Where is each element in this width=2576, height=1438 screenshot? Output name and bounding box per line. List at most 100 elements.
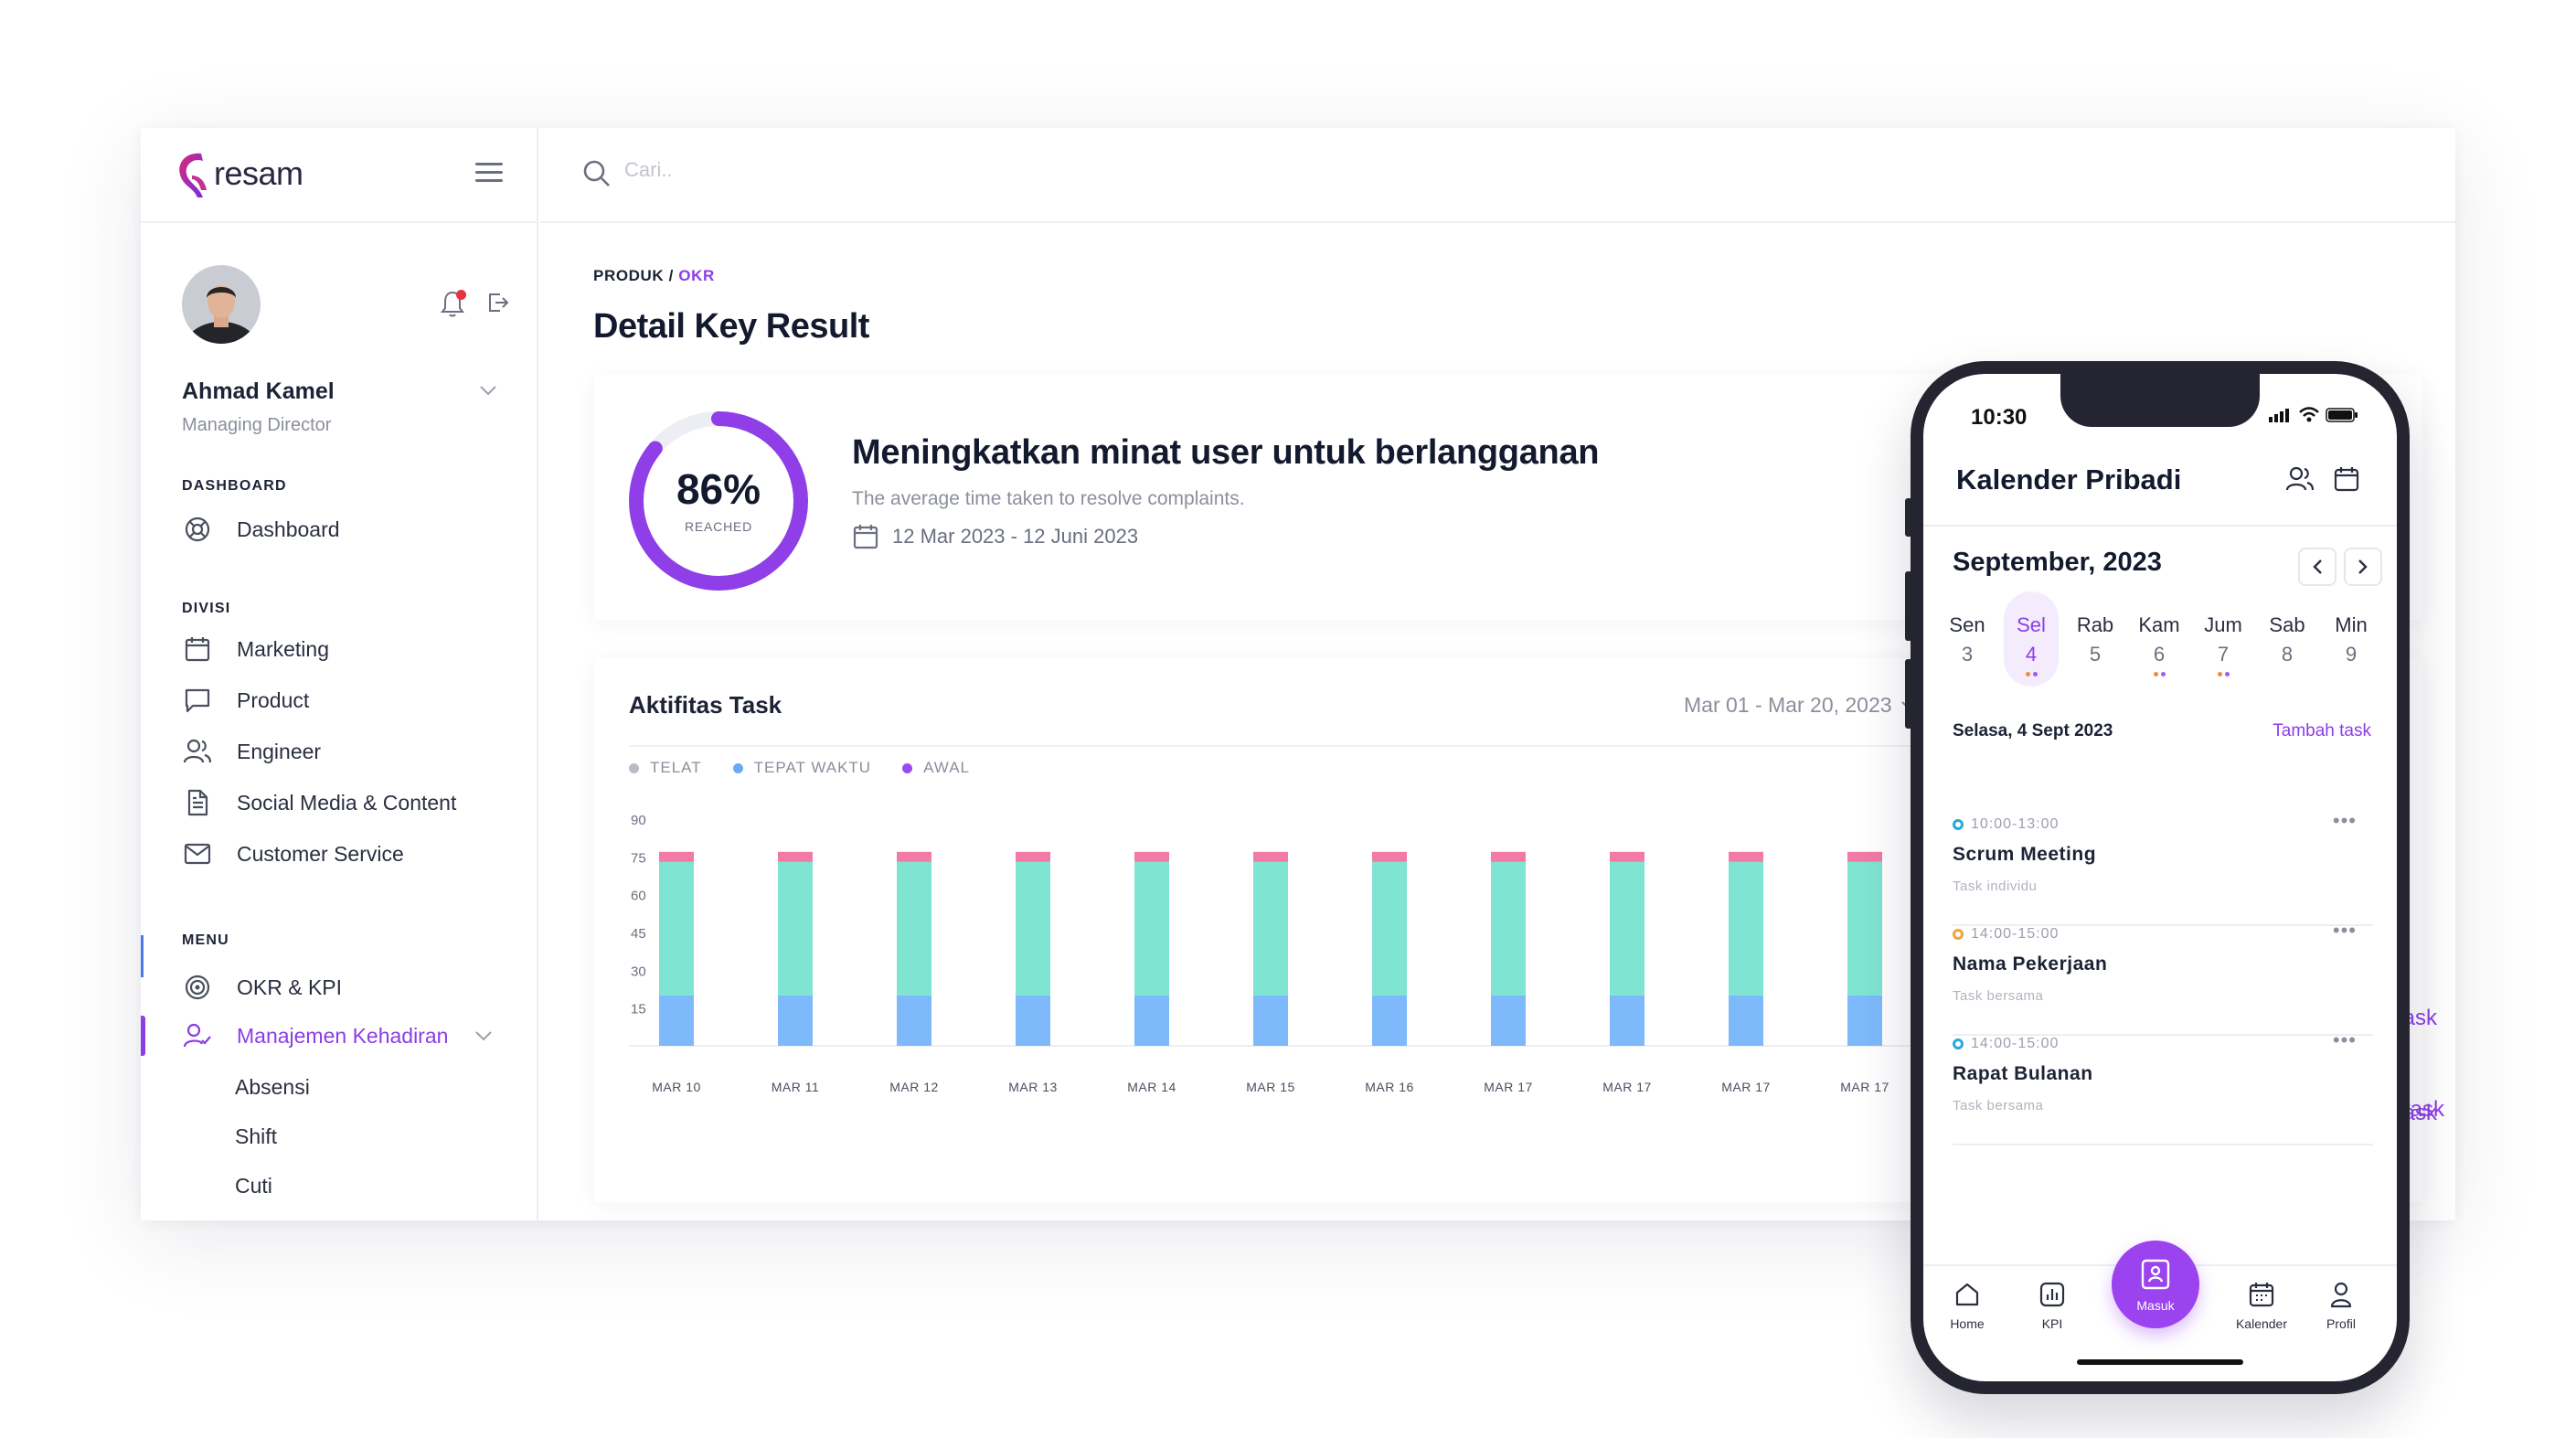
bar-segment-telat	[1729, 851, 1763, 862]
chart-icon	[2039, 1282, 2065, 1307]
chevron-down-icon[interactable]	[474, 1029, 494, 1042]
day-task-dots	[2068, 672, 2123, 677]
task-item[interactable]: 14:00-15:00 Rapat Bulanan Task bersama •••	[1953, 1028, 2373, 1145]
bar-segment-awal	[1253, 861, 1288, 996]
sidebar-item-marketing[interactable]: Marketing	[182, 634, 329, 665]
bar-segment-awal	[1610, 861, 1645, 996]
tab-profil[interactable]: Profil	[2305, 1281, 2378, 1331]
bar-segment-awal	[1134, 861, 1169, 996]
chart-legend: TELAT TEPAT WAKTU AWAL	[629, 759, 970, 777]
day-task-dots	[2260, 672, 2315, 677]
task-time-text: 10:00-13:00	[1971, 816, 2060, 832]
avatar[interactable]	[182, 265, 261, 344]
task-dot	[2032, 672, 2038, 676]
more-options-icon[interactable]: •••	[2332, 919, 2357, 942]
calendar-day[interactable]: Jum 7	[2196, 591, 2251, 687]
task-item[interactable]: 14:00-15:00 Nama Pekerjaan Task bersama •••	[1953, 919, 2373, 1036]
day-task-dots	[2004, 672, 2059, 677]
day-date: 3	[1961, 643, 1974, 666]
search-input[interactable]	[624, 152, 1264, 188]
logout-icon[interactable]	[485, 289, 511, 316]
breadcrumb-parent[interactable]: PRODUK	[593, 267, 665, 284]
breadcrumb: PRODUK / OKR	[593, 267, 715, 285]
hamburger-menu-button[interactable]	[475, 163, 503, 183]
calendar-day[interactable]: Sel 4	[2004, 591, 2059, 687]
day-task-dots	[2132, 672, 2187, 677]
x-tick-label: MAR 17	[1484, 1080, 1533, 1094]
more-options-icon[interactable]: •••	[2332, 809, 2357, 832]
key-result-description: The average time taken to resolve compla…	[852, 488, 1245, 509]
sidebar-item-social-media[interactable]: Social Media & Content	[182, 787, 456, 818]
bar-segment-telat	[897, 851, 931, 862]
sidebar-item-okr-kpi[interactable]: OKR & KPI	[182, 972, 342, 1003]
bar-segment-tepat-waktu	[1610, 995, 1645, 1046]
add-task-button[interactable]: Tambah task	[2273, 721, 2371, 740]
bar-segment-telat	[659, 851, 694, 862]
legend-item-tepat-waktu: TEPAT WAKTU	[732, 759, 871, 777]
day-name: Jum	[2204, 613, 2242, 636]
user-profile: Ahmad Kamel Managing Director	[182, 265, 511, 435]
calendar-day[interactable]: Rab 5	[2068, 591, 2123, 687]
logo[interactable]: resam	[174, 148, 303, 199]
month-label: September, 2023	[1953, 548, 2162, 577]
sidebar-item-customer-service[interactable]: Customer Service	[182, 838, 404, 869]
tab-masuk[interactable]: Masuk	[2112, 1241, 2199, 1328]
sidebar-item-engineer[interactable]: Engineer	[182, 736, 321, 767]
y-tick-label: 90	[631, 813, 646, 828]
day-task-dots	[2324, 672, 2379, 677]
wifi-icon	[2299, 407, 2319, 422]
bar-segment-tepat-waktu	[897, 995, 931, 1046]
task-time: 10:00-13:00	[1953, 816, 2059, 833]
next-month-button[interactable]	[2344, 548, 2382, 586]
tab-label: KPI	[2041, 1316, 2063, 1331]
chevron-left-icon	[2313, 559, 2322, 574]
legend-label: AWAL	[923, 759, 970, 776]
task-item[interactable]: 10:00-13:00 Scrum Meeting Task individu •••	[1953, 809, 2373, 926]
task-time: 14:00-15:00	[1953, 1036, 2059, 1052]
sidebar-item-label: Manajemen Kehadiran	[237, 1023, 449, 1048]
sidebar-item-product[interactable]: Product	[182, 685, 309, 716]
y-tick-label: 15	[631, 1002, 646, 1017]
calendar-day[interactable]: Min 9	[2324, 591, 2379, 687]
sidebar-item-label: OKR & KPI	[237, 975, 343, 999]
calendar-day[interactable]: Sen 3	[1940, 591, 1995, 687]
day-task-dots	[1940, 672, 1995, 677]
breadcrumb-separator: /	[664, 267, 679, 284]
bar-segment-awal	[1372, 861, 1407, 996]
tab-home[interactable]: Home	[1931, 1281, 2004, 1331]
prev-month-button[interactable]	[2298, 548, 2336, 586]
bar-segment-telat	[1016, 851, 1050, 862]
sidebar-item-dashboard[interactable]: Dashboard	[182, 514, 340, 545]
app-title: Kalender Pribadi	[1956, 463, 2182, 495]
users-icon[interactable]	[2285, 465, 2315, 493]
calendar-day[interactable]: Sab 8	[2260, 591, 2315, 687]
day-name: Sen	[1949, 613, 1985, 636]
x-tick-label: MAR 10	[652, 1080, 701, 1094]
battery-icon	[2326, 408, 2358, 422]
task-link-stub[interactable]: task	[2404, 1097, 2445, 1122]
calendar-icon[interactable]	[2333, 465, 2360, 493]
sidebar-subitem-cuti[interactable]: Cuti	[235, 1174, 272, 1198]
sidebar-item-label: Engineer	[237, 739, 322, 763]
notification-bell-icon[interactable]	[440, 289, 467, 318]
legend-item-awal: AWAL	[902, 759, 970, 777]
task-time-text: 14:00-15:00	[1971, 1036, 2060, 1051]
week-strip: Sen 3 Sel 4 Rab 5 Kam 6 Jum 7 Sab 8 Min 9	[1936, 591, 2384, 687]
logo-text: resam	[214, 154, 303, 192]
badge-icon	[2141, 1259, 2170, 1290]
tab-kalender[interactable]: Kalender	[2225, 1281, 2298, 1331]
mail-icon	[182, 838, 213, 869]
tab-kpi[interactable]: KPI	[2016, 1281, 2089, 1331]
header-divider	[1923, 525, 2397, 527]
legend-label: TELAT	[650, 759, 702, 776]
sidebar-item-manajemen-kehadiran[interactable]: Manajemen Kehadiran	[182, 1020, 448, 1051]
sidebar-subitem-absensi[interactable]: Absensi	[235, 1075, 310, 1099]
calendar-day[interactable]: Kam 6	[2132, 591, 2187, 687]
task-name: Scrum Meeting	[1953, 844, 2097, 865]
more-options-icon[interactable]: •••	[2332, 1028, 2357, 1051]
task-name: Nama Pekerjaan	[1953, 953, 2108, 975]
bar-segment-tepat-waktu	[1372, 995, 1407, 1046]
user-icon	[2330, 1282, 2352, 1308]
chevron-down-icon[interactable]	[478, 384, 498, 397]
sidebar-subitem-shift[interactable]: Shift	[235, 1124, 278, 1148]
